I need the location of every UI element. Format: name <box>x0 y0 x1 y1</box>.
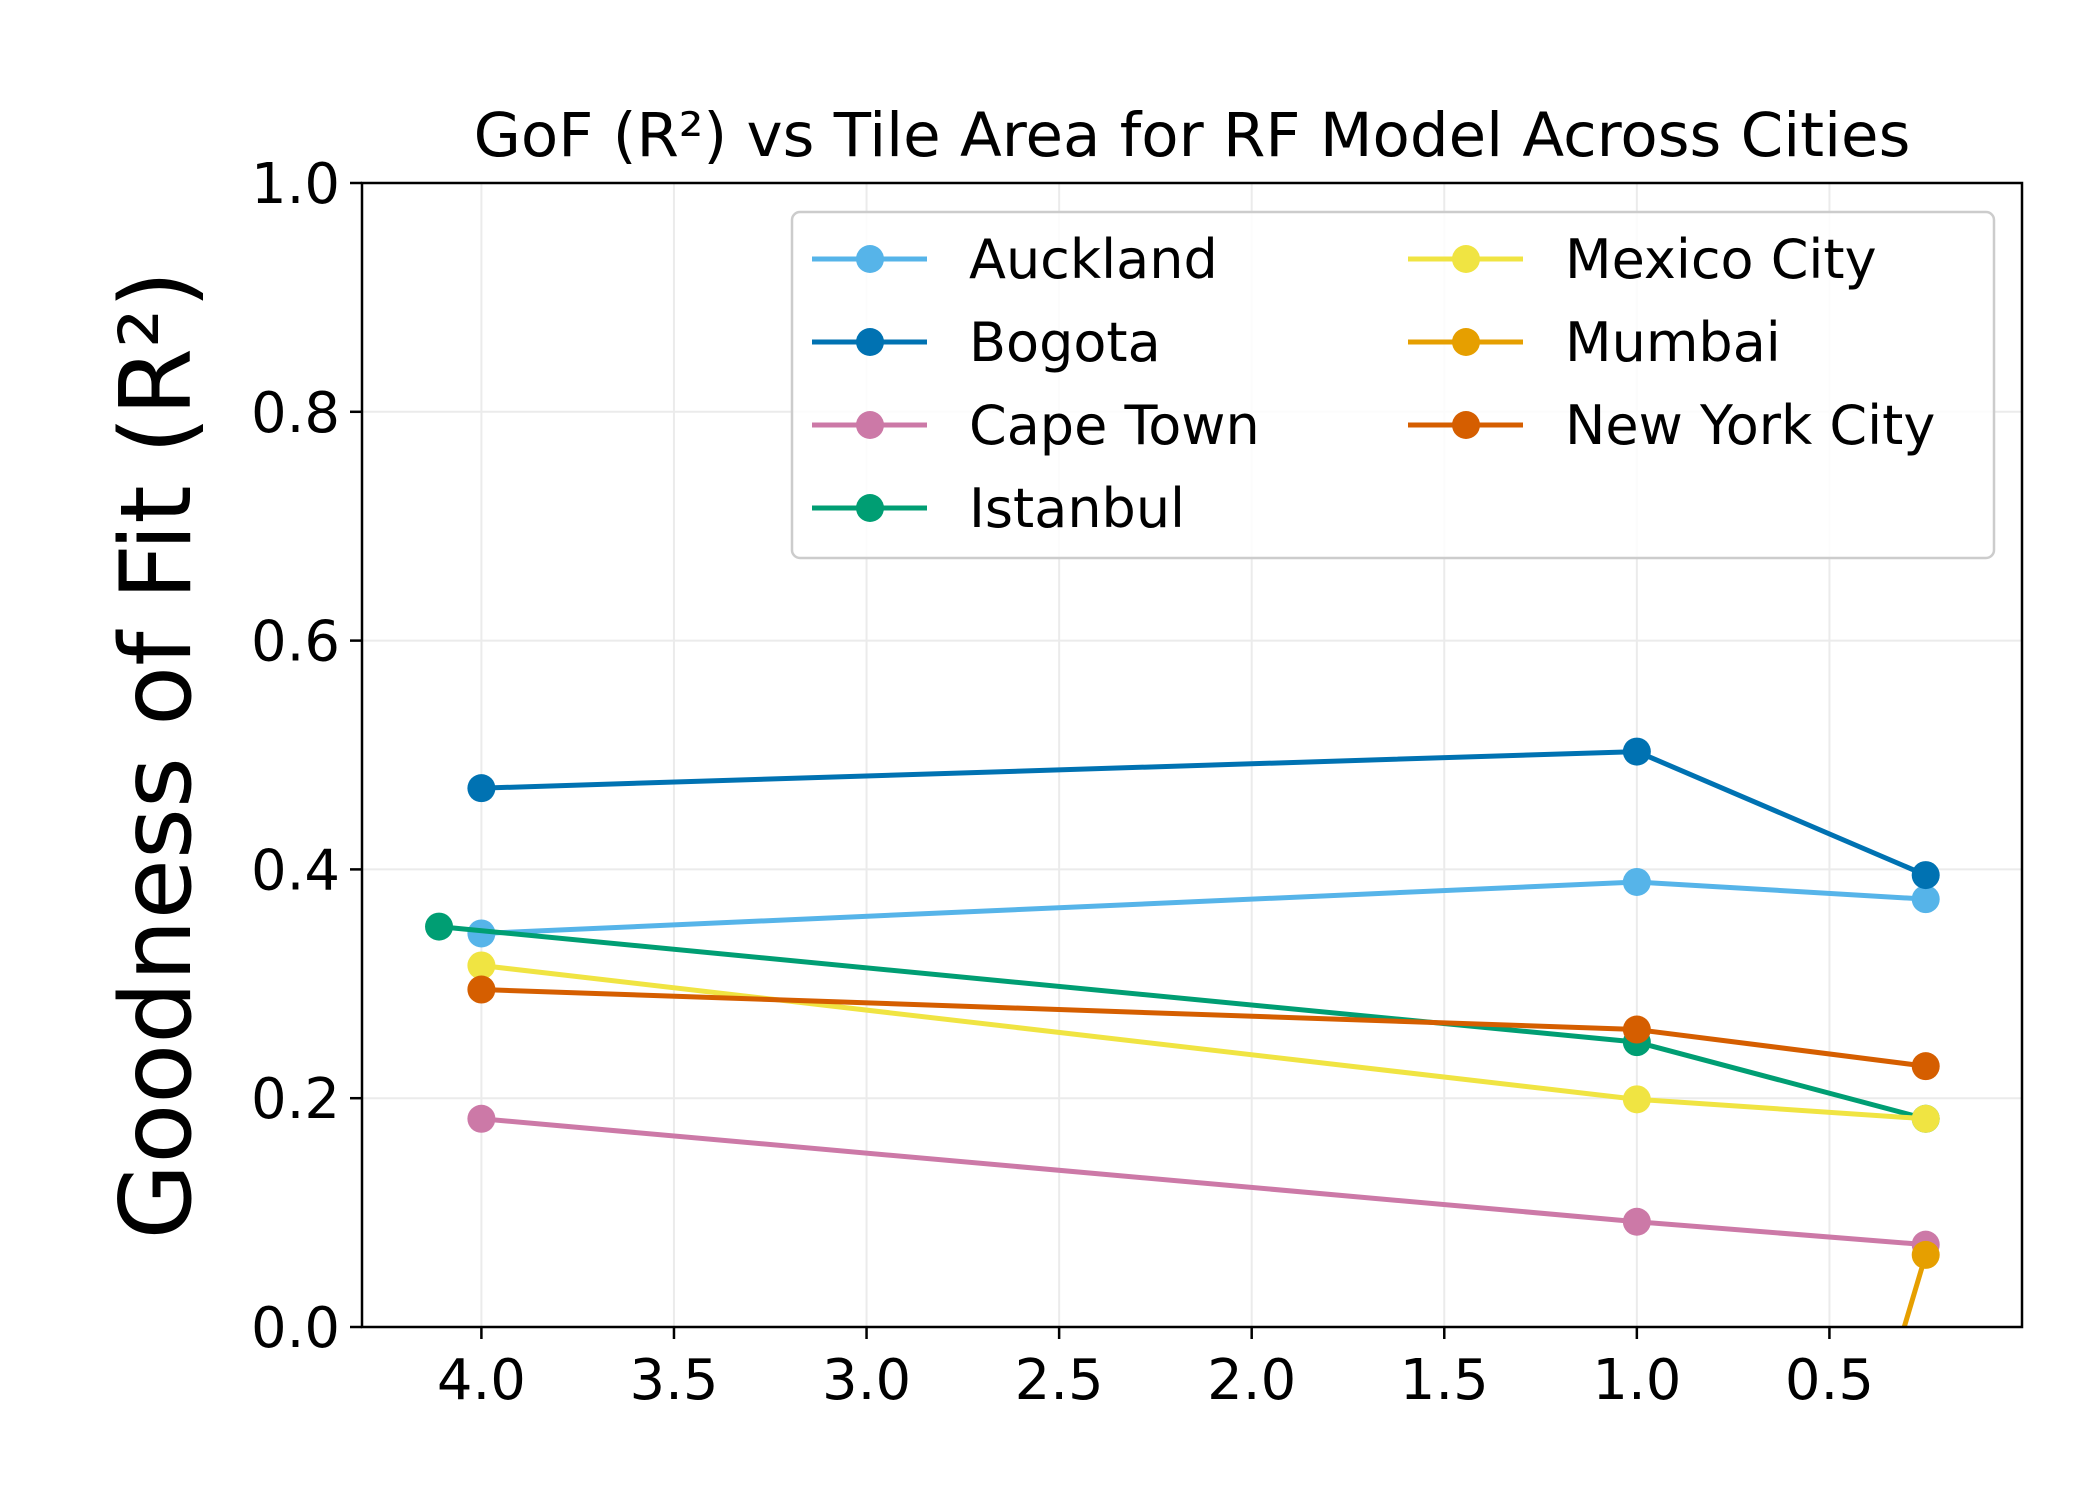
x-tick-label: 1.5 <box>1400 1348 1489 1413</box>
legend: Auckland Bogota Cape Town Istanbul Mexico Ci… <box>790 210 1996 560</box>
data-point-auckland <box>467 919 496 948</box>
y-tick-label: 0.0 <box>251 1296 340 1361</box>
data-point-auckland <box>1622 867 1651 896</box>
data-point-new-york-city <box>467 975 496 1004</box>
y-tick-label: 1.0 <box>251 152 340 217</box>
legend-label-mexico-city: Mexico City <box>1565 228 1877 291</box>
legend-marker-new-york-city <box>1452 411 1480 439</box>
y-axis-label: Goodness of Fit (R²) <box>100 270 214 1239</box>
series-layer <box>425 737 1940 1327</box>
data-point-mexico-city <box>1911 1104 1940 1133</box>
x-tick-label: 3.5 <box>629 1348 718 1413</box>
series-line-mexico-city <box>481 963 1926 1122</box>
legend-marker-cape-town <box>856 411 884 439</box>
y-tick-label: 0.2 <box>251 1067 340 1132</box>
x-tick-label: 2.0 <box>1207 1348 1296 1413</box>
legend-label-new-york-city: New York City <box>1565 394 1935 457</box>
legend-label-mumbai: Mumbai <box>1565 311 1781 374</box>
legend-label-istanbul: Istanbul <box>969 477 1185 540</box>
legend-marker-auckland <box>856 245 884 273</box>
series-line-auckland <box>481 879 1926 936</box>
x-tick-label: 2.5 <box>1015 1348 1104 1413</box>
data-point-mumbai <box>1911 1240 1940 1269</box>
series-line-cape-town <box>481 1116 1926 1248</box>
data-point-bogota <box>1911 861 1940 890</box>
data-point-istanbul <box>425 912 454 941</box>
data-point-auckland <box>1911 885 1940 914</box>
series-line-bogota <box>481 749 1927 878</box>
legend-label-auckland: Auckland <box>969 228 1218 291</box>
legend-marker-bogota <box>856 328 884 356</box>
x-tick-label: 4.0 <box>437 1348 526 1413</box>
data-point-mexico-city <box>467 951 496 980</box>
legend-marker-mumbai <box>1452 328 1480 356</box>
chart-title: GoF (R²) vs Tile Area for RF Model Acros… <box>474 100 1911 171</box>
data-point-new-york-city <box>1622 1015 1651 1044</box>
data-point-cape-town <box>467 1104 496 1133</box>
x-tick-label: 0.5 <box>1785 1348 1874 1413</box>
axis-ticks: 4.0 3.5 3.0 2.5 2.0 1.5 1.0 0.5 0.0 0.2 0.4 0.6 0.8 1… <box>251 152 1874 1413</box>
legend-marker-mexico-city <box>1452 245 1480 273</box>
x-tick-label: 1.0 <box>1592 1348 1681 1413</box>
legend-marker-istanbul <box>856 494 884 522</box>
series-line-mumbai <box>1901 1254 1929 1327</box>
legend-box <box>790 210 1996 560</box>
y-tick-label: 0.4 <box>251 838 340 903</box>
data-point-bogota <box>1622 737 1651 766</box>
x-tick-label: 3.0 <box>822 1348 911 1413</box>
series-line-istanbul <box>438 924 1927 1122</box>
y-tick-label: 0.8 <box>251 381 340 446</box>
y-tick-label: 0.6 <box>251 610 340 675</box>
data-point-bogota <box>467 774 496 803</box>
legend-label-bogota: Bogota <box>969 311 1161 374</box>
legend-label-cape-town: Cape Town <box>969 394 1260 457</box>
data-point-new-york-city <box>1911 1052 1940 1081</box>
data-point-cape-town <box>1622 1207 1651 1236</box>
data-point-mexico-city <box>1622 1085 1651 1114</box>
plot-frame <box>360 181 2024 1329</box>
